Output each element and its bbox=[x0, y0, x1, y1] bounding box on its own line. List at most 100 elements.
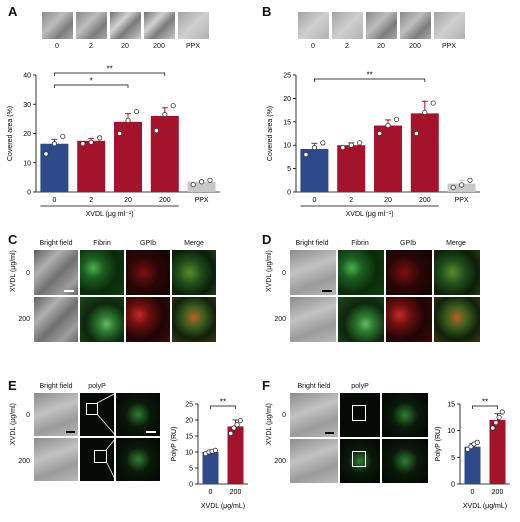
micrograph-polyp-zoom bbox=[382, 393, 428, 437]
micrograph-polyp-zoom bbox=[382, 439, 428, 483]
significance-mark: ** bbox=[220, 398, 226, 407]
thumb-label: 200 bbox=[409, 43, 421, 50]
micrograph-brightfield bbox=[34, 393, 78, 436]
bar bbox=[489, 420, 506, 484]
data-point bbox=[117, 130, 123, 137]
thumb-a-2 bbox=[76, 12, 107, 39]
bar bbox=[40, 143, 69, 192]
significance-bracket bbox=[54, 72, 166, 76]
micrograph-merge bbox=[434, 297, 480, 342]
data-point bbox=[162, 111, 168, 118]
col-header: Bright field bbox=[297, 383, 331, 390]
chart-a: 0 10 20 30 40 Covered area (%) 0 2 20 200 PPX XVDL … bbox=[7, 65, 220, 218]
thumb-label: 2 bbox=[89, 43, 93, 50]
micrograph-polyp-zoom bbox=[116, 393, 160, 436]
x-tick-label: 200 bbox=[159, 197, 171, 204]
x-tick-label: PPX bbox=[455, 197, 469, 204]
row-label: 0 bbox=[282, 412, 286, 419]
y-tick-label: 5 bbox=[189, 466, 193, 473]
data-point bbox=[207, 177, 213, 183]
bar bbox=[77, 140, 106, 192]
row-axis-label: XVDL (μg/ml) bbox=[266, 250, 273, 292]
thumb-label: 200 bbox=[153, 43, 165, 50]
significance-bracket bbox=[314, 78, 426, 82]
micrograph-gpib bbox=[386, 297, 432, 342]
data-point bbox=[88, 139, 94, 145]
data-point bbox=[51, 141, 58, 147]
data-point bbox=[450, 184, 456, 190]
y-axis-label: PolyP (RU) bbox=[435, 427, 442, 462]
significance-mark: ** bbox=[366, 71, 372, 80]
col-header: Bright field bbox=[39, 383, 73, 390]
y-axis-label: Covered area (%) bbox=[7, 106, 14, 161]
significance-mark: ** bbox=[482, 398, 488, 407]
data-point bbox=[199, 179, 205, 185]
micrograph-fibrin bbox=[80, 250, 124, 295]
row-axis-label: XVDL (μg/ml) bbox=[10, 403, 17, 445]
data-point bbox=[133, 108, 139, 115]
data-point bbox=[237, 418, 243, 424]
thumb-a-ppx bbox=[178, 12, 209, 39]
x-tick-label: 0 bbox=[312, 197, 316, 204]
data-point bbox=[80, 141, 86, 147]
bar bbox=[374, 125, 402, 192]
y-tick-label: 25 bbox=[185, 402, 193, 409]
col-header: GPIb bbox=[400, 240, 416, 247]
data-point bbox=[465, 446, 471, 452]
bar bbox=[187, 181, 216, 192]
row-axis-label: XVDL (μg/ml) bbox=[266, 403, 273, 445]
col-header: Bright field bbox=[295, 240, 329, 247]
thumb-label: 0 bbox=[55, 43, 59, 50]
data-point bbox=[231, 425, 237, 431]
thumb-b-ppx bbox=[434, 12, 465, 39]
data-point bbox=[393, 116, 399, 123]
data-point bbox=[311, 144, 318, 151]
y-tick-label: 10 bbox=[185, 450, 193, 457]
zoom-connector-lines bbox=[96, 393, 117, 481]
data-point bbox=[234, 422, 240, 428]
row-label: 0 bbox=[282, 270, 286, 277]
data-point bbox=[490, 425, 496, 431]
significance-mark: * bbox=[90, 77, 93, 86]
micrograph-fibrin bbox=[80, 297, 124, 342]
thumb-label: PPX bbox=[441, 43, 456, 50]
micrograph-brightfield bbox=[290, 250, 336, 295]
bar bbox=[202, 452, 219, 484]
micrograph-brightfield bbox=[34, 438, 78, 481]
x-tick-label: 2 bbox=[89, 197, 93, 204]
y-tick-label: 5 bbox=[451, 455, 455, 462]
data-point bbox=[474, 439, 480, 446]
y-axis-label: PolyP (RU) bbox=[171, 427, 178, 462]
x-axis-label: XVDL (μg/mL) bbox=[201, 503, 245, 510]
significance-bracket bbox=[54, 84, 129, 88]
col-header: polyP bbox=[88, 383, 106, 390]
y-tick-label: 0 bbox=[451, 482, 455, 489]
micrograph-fibrin bbox=[338, 297, 384, 342]
thumb-label: 2 bbox=[345, 43, 349, 50]
row-label: 0 bbox=[26, 412, 30, 419]
y-tick-label: 20 bbox=[283, 96, 291, 103]
bar bbox=[410, 113, 439, 192]
data-point bbox=[303, 151, 309, 158]
data-point bbox=[459, 182, 465, 188]
x-tick-label: 20 bbox=[124, 197, 132, 204]
micrograph-brightfield bbox=[290, 393, 338, 437]
significance-bracket bbox=[210, 405, 236, 409]
thumb-a-0 bbox=[42, 12, 73, 39]
chart-f: 0 5 10 15 PolyP (RU) 0 200 XVDL (μg/mL) ** bbox=[435, 398, 510, 510]
data-point bbox=[413, 130, 419, 137]
data-point bbox=[493, 420, 499, 426]
data-point bbox=[170, 103, 176, 109]
thumb-label: 20 bbox=[121, 43, 129, 50]
row-label: 200 bbox=[18, 316, 30, 323]
y-tick-label: 10 bbox=[23, 160, 31, 167]
y-tick-label: 30 bbox=[23, 102, 31, 109]
chart-e: 0 5 10 15 20 25 PolyP (RU) 0 200 XVDL (μg/mL) ** bbox=[171, 398, 248, 510]
data-point bbox=[422, 109, 428, 116]
data-point bbox=[153, 127, 159, 134]
micrograph-brightfield bbox=[290, 297, 336, 342]
y-tick-label: 10 bbox=[447, 428, 455, 435]
x-axis-label: XVDL (μg ml⁻¹) bbox=[346, 211, 394, 218]
col-header: Fibrin bbox=[351, 240, 369, 247]
data-point bbox=[496, 414, 502, 420]
